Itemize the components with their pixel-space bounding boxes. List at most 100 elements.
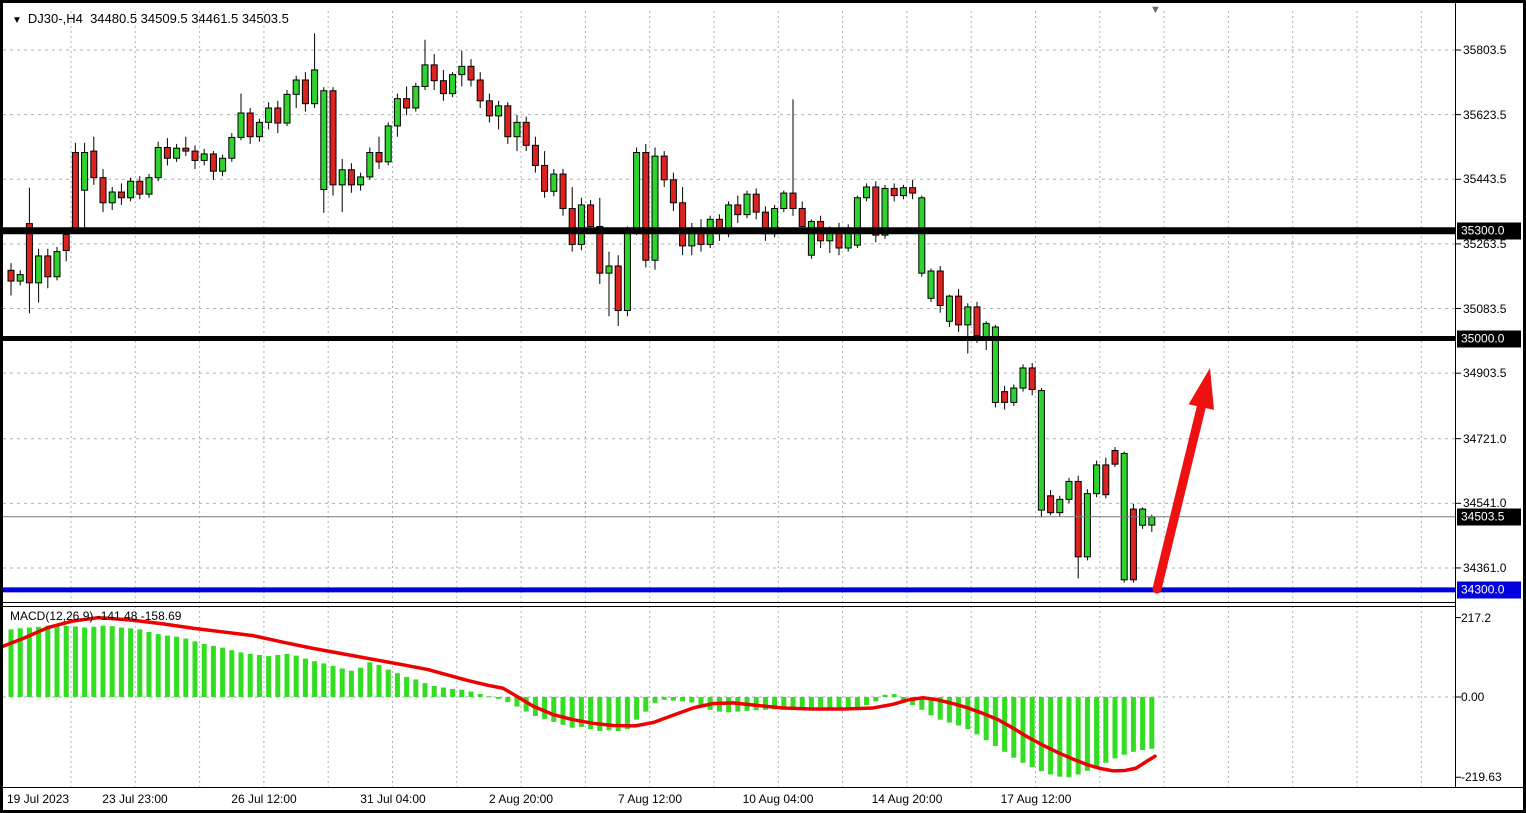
candle-body — [1111, 450, 1119, 465]
time-tick-label: 23 Jul 23:00 — [102, 792, 168, 806]
macd-histogram-bar — [882, 694, 888, 697]
candle-body — [1065, 480, 1073, 500]
candle-body — [292, 79, 300, 95]
macd-histogram-bar — [818, 697, 824, 708]
candle-body — [301, 79, 309, 105]
macd-histogram-bar — [477, 694, 483, 697]
candle-body — [274, 107, 282, 124]
symbol-dropdown-icon[interactable]: ▼ — [12, 15, 22, 26]
candle-body — [228, 136, 236, 159]
macd-indicator-label: MACD(12,26,9) -141.48 -158.69 — [10, 609, 182, 623]
price-badge-35300.0: 35300.0 — [1457, 222, 1521, 240]
macd-histogram-bar — [72, 626, 78, 697]
macd-histogram-bar — [348, 670, 354, 697]
arrow-head[interactable] — [1188, 368, 1215, 410]
macd-histogram-bar — [661, 697, 667, 700]
macd-histogram-bar — [781, 697, 787, 710]
macd-histogram-bar — [45, 625, 51, 697]
macd-histogram-bar — [523, 697, 529, 712]
chart-shift-marker-icon[interactable]: ▼ — [1150, 4, 1161, 16]
macd-histogram-bar — [137, 629, 143, 697]
macd-histogram-bar — [229, 650, 235, 697]
symbol-period-label: DJ30-,H4 — [27, 11, 83, 26]
macd-histogram-bar — [128, 628, 134, 697]
macd-histogram-bar — [560, 697, 566, 725]
macd-histogram-bar — [486, 696, 492, 698]
candle-body — [955, 295, 963, 326]
candle-body — [964, 306, 972, 326]
price-tick-label: 35263.5 — [1463, 236, 1507, 251]
candle-body — [577, 204, 585, 245]
macd-histogram-bar — [854, 697, 860, 708]
macd-histogram-bar — [256, 654, 262, 697]
macd-histogram-bar — [992, 697, 998, 746]
candle-body — [541, 164, 549, 192]
candle-body — [605, 265, 613, 274]
macd-histogram-bar — [900, 697, 906, 701]
macd-histogram-bar — [689, 697, 695, 703]
macd-histogram-bar — [266, 656, 272, 697]
candle-body — [191, 150, 199, 161]
macd-histogram-bar — [946, 697, 952, 723]
price-tick-label: 34721.0 — [1463, 431, 1507, 446]
macd-histogram-bar — [293, 655, 299, 697]
macd-histogram-bar — [551, 697, 557, 722]
candle-body — [807, 220, 815, 256]
macd-histogram-bar — [1121, 697, 1127, 755]
candle-body — [163, 146, 171, 159]
candle-body — [679, 202, 687, 247]
candle-body — [403, 98, 411, 109]
macd-histogram-bar — [1057, 697, 1063, 777]
candle-body — [633, 152, 641, 233]
time-tick-label: 10 Aug 04:00 — [742, 792, 814, 806]
macd-histogram-bar — [836, 697, 842, 709]
price-tick-label: 34541.0 — [1463, 496, 1507, 511]
macd-histogram-bar — [652, 697, 658, 703]
macd-histogram-bar — [919, 697, 925, 710]
macd-histogram-bar — [1029, 697, 1035, 768]
macd-histogram-bar — [1020, 697, 1026, 763]
pane-separator — [3, 606, 1456, 607]
candle-body — [347, 169, 355, 186]
macd-histogram-bar — [505, 697, 511, 703]
macd-histogram-bar — [928, 697, 934, 716]
candle-body — [623, 231, 631, 312]
macd-histogram-bar — [542, 697, 548, 719]
candle-body — [513, 121, 521, 138]
macd-histogram-bar — [597, 697, 603, 731]
macd-histogram-bar — [36, 626, 42, 697]
macd-histogram-bar — [404, 676, 410, 697]
macd-histogram-bar — [799, 697, 805, 709]
candle-body — [587, 204, 595, 227]
time-tick-label: 19 Jul 2023 — [7, 792, 70, 806]
chart-plot-area[interactable] — [3, 3, 1526, 813]
macd-histogram-bar — [634, 697, 640, 720]
macd-histogram-bar — [1103, 697, 1109, 763]
candle-body — [936, 270, 944, 306]
macd-histogram-bar — [762, 697, 768, 710]
time-tick-label: 2 Aug 20:00 — [488, 792, 554, 806]
macd-histogram-bar — [624, 697, 630, 730]
candle-body — [1093, 464, 1101, 495]
candle-body — [1129, 508, 1137, 581]
candle-body — [945, 295, 953, 322]
macd-histogram-bar — [1048, 697, 1054, 775]
macd-histogram-bar — [965, 697, 971, 730]
candle-body — [899, 187, 907, 197]
macd-tick-label: 0.00 — [1461, 690, 1485, 704]
candle-body — [1083, 493, 1091, 558]
macd-signal-line — [3, 615, 1157, 773]
macd-histogram-bar — [118, 627, 124, 697]
macd-histogram-bar — [422, 683, 428, 697]
macd-histogram-bar — [1112, 697, 1118, 759]
candle-body — [209, 153, 217, 172]
macd-histogram-bar — [339, 668, 345, 697]
macd-histogram-bar — [174, 636, 180, 697]
macd-histogram-bar — [606, 697, 612, 731]
arrow-shaft[interactable] — [1152, 399, 1207, 594]
macd-tick-label: -219.63 — [1461, 770, 1502, 785]
candle-body — [154, 146, 162, 179]
candle-body — [743, 193, 751, 216]
pane-separator[interactable] — [3, 602, 1456, 603]
macd-histogram-bar — [1066, 697, 1072, 778]
